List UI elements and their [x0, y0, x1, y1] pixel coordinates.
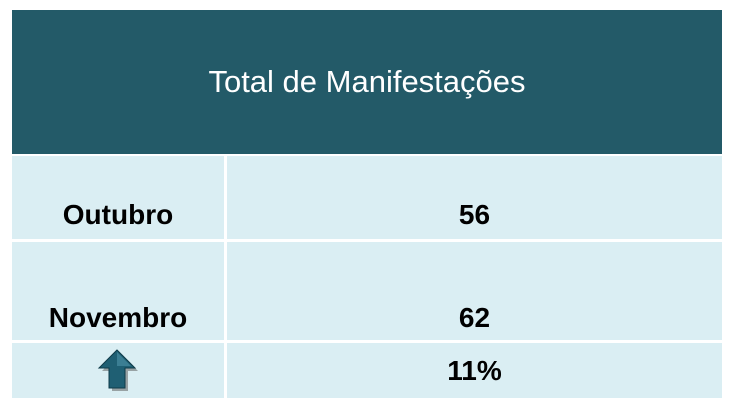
- row-value: 56: [227, 156, 722, 239]
- table-title: Total de Manifestações: [12, 10, 722, 154]
- up-arrow-icon: [97, 348, 138, 391]
- row-value: 62: [227, 242, 722, 340]
- row-label: Novembro: [12, 242, 224, 340]
- change-value: 11%: [227, 343, 722, 398]
- change-icon-cell: [12, 343, 224, 398]
- row-label: Outubro: [12, 156, 224, 239]
